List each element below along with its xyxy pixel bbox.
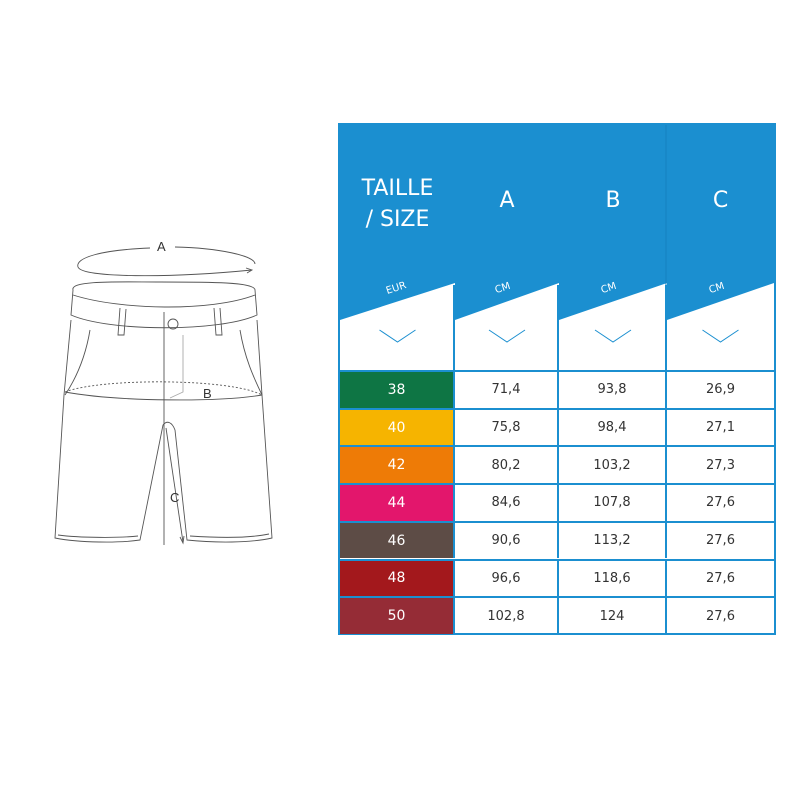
measure-b-cell: 103,2 [559, 445, 667, 484]
chevron-down-icon [702, 329, 739, 343]
measure-a-cell: 75,8 [455, 407, 559, 446]
column-title-line2: / SIZE [365, 207, 430, 232]
label-b: B [203, 386, 212, 401]
column-title-line1: TAILLE [361, 176, 434, 201]
size-cell: 40 [340, 407, 455, 446]
measure-a-cell: 102,8 [455, 596, 559, 634]
header-column-2: B CM [559, 125, 667, 372]
header-column-0: TAILLE / SIZE EUR [340, 125, 455, 372]
measure-b-cell: 98,4 [559, 407, 667, 446]
measure-c-cell: 27,6 [667, 596, 774, 634]
size-cell: 42 [340, 445, 455, 484]
column-title: B [559, 185, 667, 216]
measure-b-cell: 93,8 [559, 370, 667, 408]
measure-b-cell: 107,8 [559, 483, 667, 521]
chevron-down-icon [594, 329, 632, 343]
waist-measure-a: A [77, 239, 256, 277]
label-a: A [157, 239, 166, 254]
measure-c-cell: 27,3 [667, 445, 774, 483]
table-row: 40 75,8 98,4 27,1 [340, 407, 774, 446]
measure-a-cell: 84,6 [455, 483, 559, 521]
hip-measure-b: B [64, 381, 263, 401]
measure-a-cell: 96,6 [455, 558, 559, 597]
chevron-down-icon [488, 329, 526, 343]
measure-b-cell: 124 [559, 596, 667, 634]
size-cell: 46 [340, 520, 455, 559]
measure-c-cell: 27,1 [667, 407, 774, 446]
table-row: 42 80,2 103,2 27,3 [340, 445, 774, 484]
size-chart-table: TAILLE / SIZE EUR A CM B CM C CM 38 71,4 93,8 26,… [338, 123, 776, 635]
measure-b-cell: 113,2 [559, 520, 667, 559]
measure-a-cell: 80,2 [455, 445, 559, 484]
column-title: A [455, 185, 559, 216]
measure-a-cell: 90,6 [455, 520, 559, 559]
table-row: 48 96,6 118,6 27,6 [340, 558, 774, 597]
measure-c-cell: 26,9 [667, 370, 774, 408]
column-title: TAILLE / SIZE [340, 173, 455, 235]
size-cell: 44 [340, 483, 455, 521]
measure-b-cell: 118,6 [559, 558, 667, 597]
column-title: C [667, 185, 774, 216]
size-cell: 48 [340, 558, 455, 597]
shorts-outline [54, 281, 273, 545]
column-title-line1: B [605, 188, 621, 213]
measure-c-cell: 27,6 [667, 483, 774, 521]
chevron-down-icon [379, 329, 416, 343]
table-row: 38 71,4 93,8 26,9 [340, 370, 774, 408]
measure-c-cell: 27,6 [667, 520, 774, 559]
table-row: 44 84,6 107,8 27,6 [340, 483, 774, 521]
header-column-1: A CM [455, 125, 559, 372]
table-row: 50 102,8 124 27,6 [340, 596, 774, 634]
header-column-3: C CM [667, 125, 774, 372]
table-row: 46 90,6 113,2 27,6 [340, 520, 774, 559]
column-title-line1: A [499, 188, 515, 213]
shorts-measurement-diagram: A B C [54, 239, 273, 545]
measure-a-cell: 71,4 [455, 370, 559, 408]
size-cell: 50 [340, 596, 455, 634]
inseam-measure-c: C [165, 427, 185, 545]
measure-c-cell: 27,6 [667, 558, 774, 597]
column-title-line1: C [712, 188, 729, 213]
label-c: C [170, 490, 179, 505]
size-cell: 38 [340, 370, 455, 408]
